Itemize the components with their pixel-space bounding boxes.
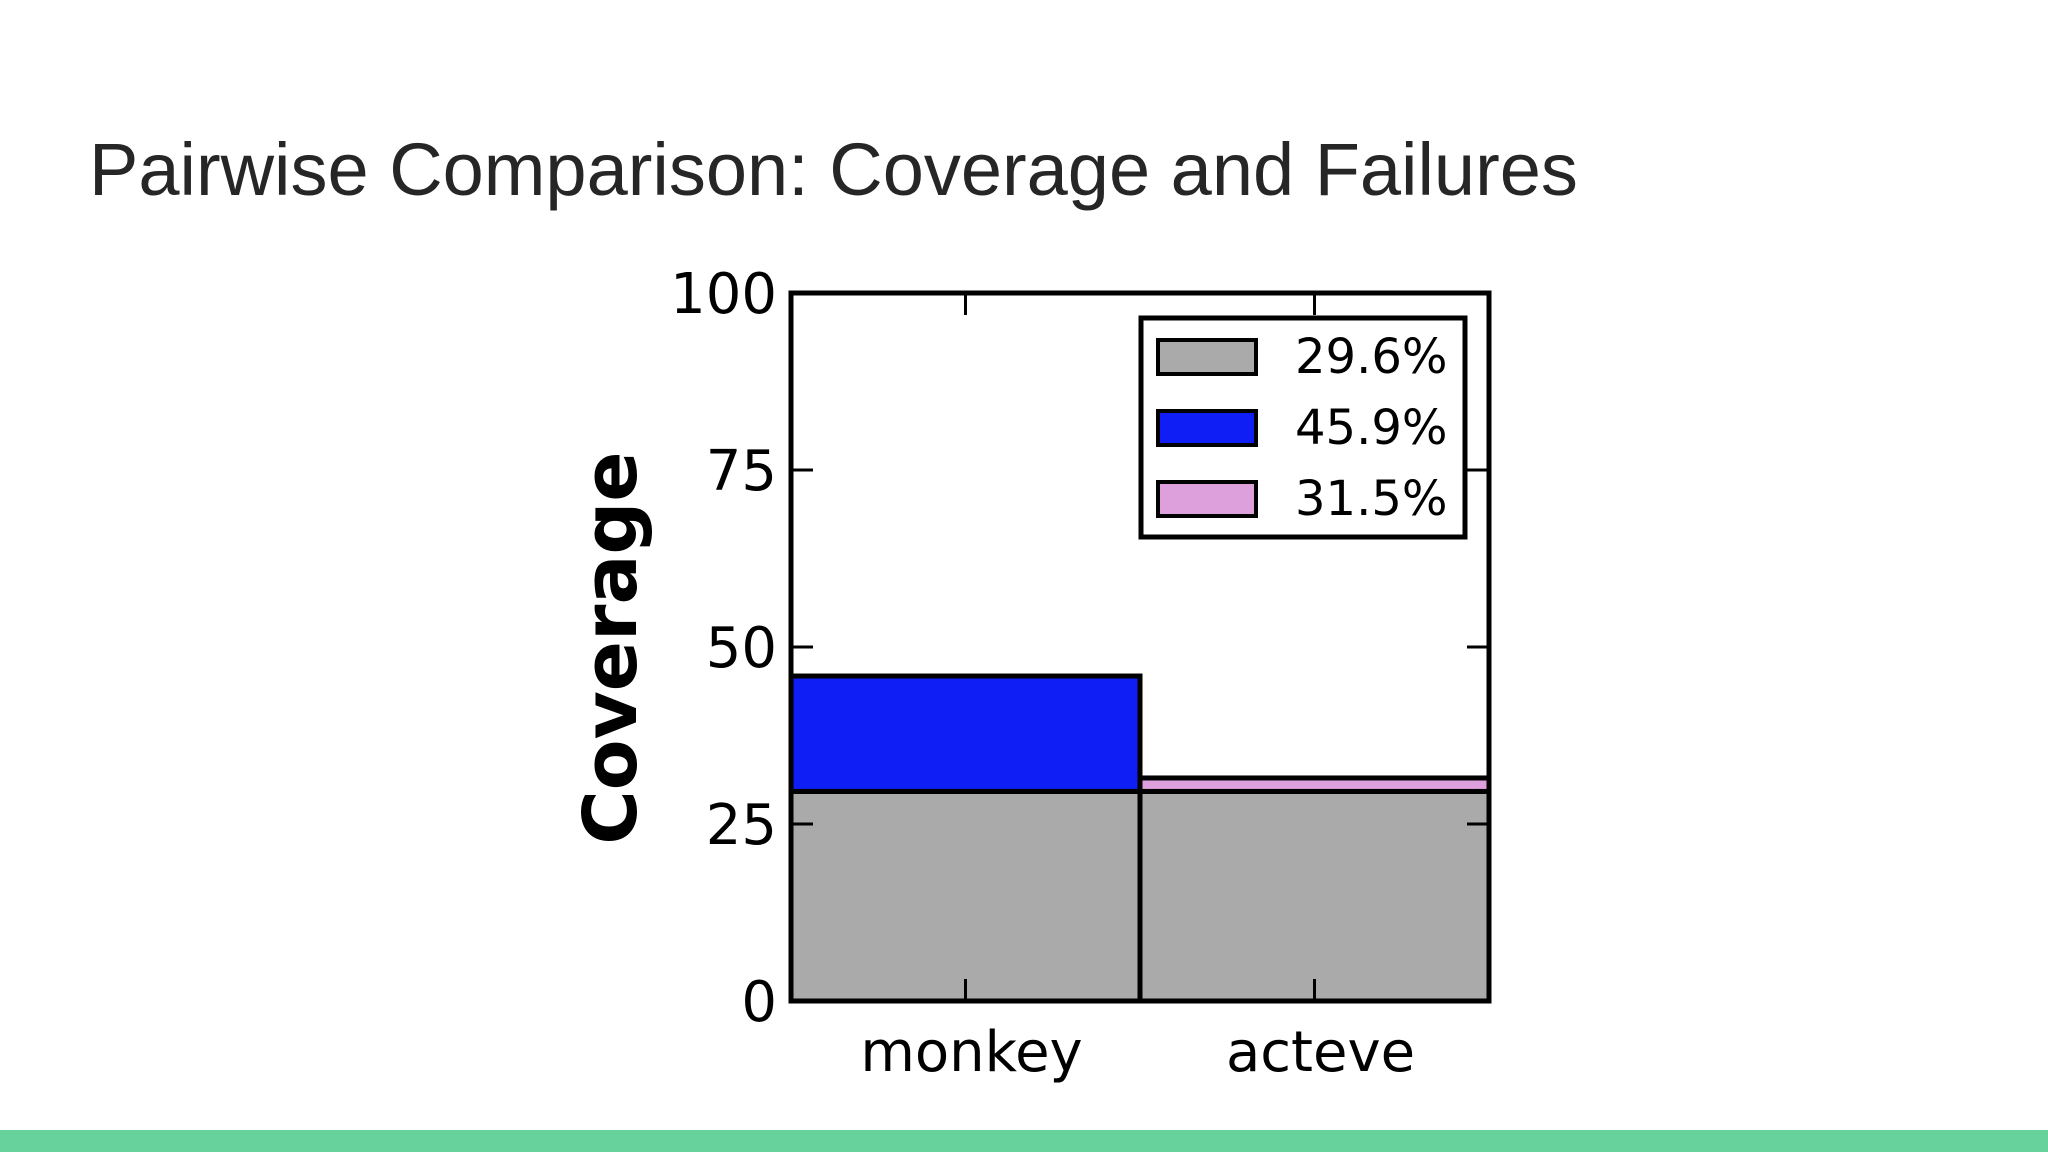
bars-layer	[788, 673, 1492, 1004]
bar-acteve-series-0	[1137, 788, 1492, 1004]
legend-label: 31.5%	[1295, 471, 1447, 527]
axes-layer: 0 25 50 75 100 monkey acteve	[670, 262, 1492, 1085]
legend-swatch	[1156, 409, 1258, 447]
y-tick-label: 100	[670, 262, 777, 327]
footer-accent-bar	[0, 1130, 2048, 1152]
legend-label: 45.9%	[1295, 400, 1447, 456]
legend-label: 29.6%	[1295, 329, 1447, 385]
x-category-label: monkey	[860, 1020, 1082, 1085]
y-tick-label: 75	[706, 439, 777, 504]
legend-swatch	[1156, 338, 1258, 376]
bar-monkey-series-1	[788, 673, 1143, 794]
legend: 29.6% 45.9% 31.5%	[1138, 315, 1468, 540]
y-axis-label: Coverage	[568, 451, 654, 844]
y-tick-label: 0	[741, 970, 777, 1035]
legend-swatch	[1156, 480, 1258, 518]
slide-title: Pairwise Comparison: Coverage and Failur…	[89, 128, 1578, 211]
x-category-label: acteve	[1226, 1020, 1415, 1085]
bar-monkey-series-0	[788, 788, 1143, 1004]
y-tick-label: 25	[706, 793, 777, 858]
bar-acteve-series-2	[1137, 775, 1492, 794]
y-tick-label: 50	[706, 616, 777, 681]
